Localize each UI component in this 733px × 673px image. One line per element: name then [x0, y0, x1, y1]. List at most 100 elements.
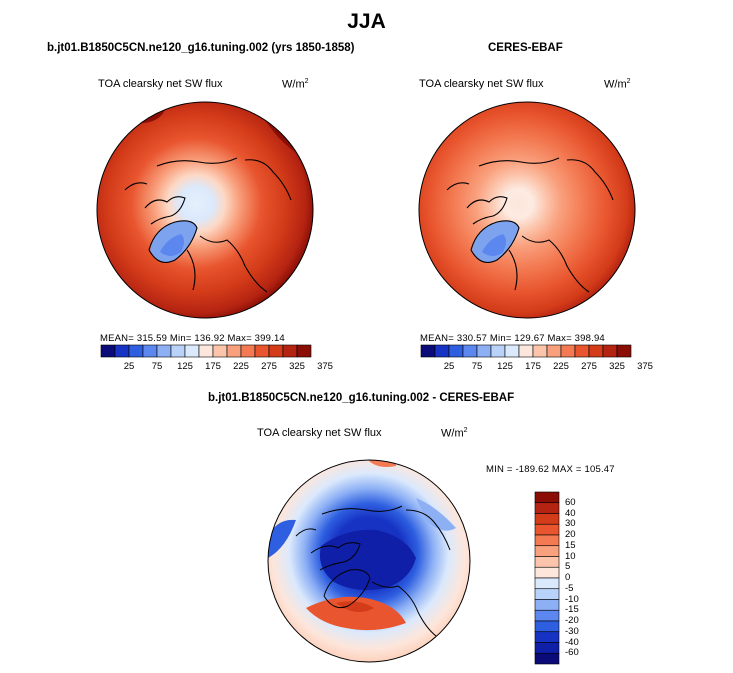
colorbar-2-tick-label: 25 — [443, 361, 455, 372]
panel-3-units: W/m2 — [441, 427, 468, 440]
map-3-coastlines — [295, 505, 451, 637]
colorbar-1-box — [198, 344, 214, 358]
colorbar-3-box — [534, 609, 560, 622]
colorbar-1-box — [114, 344, 130, 358]
colorbar-1-tick-label: 275 — [261, 361, 277, 372]
panel-3-colorbar — [534, 491, 560, 665]
map-1-field — [97, 102, 313, 318]
colorbar-1-box — [240, 344, 256, 358]
colorbar-2-box — [560, 344, 576, 358]
colorbar-2-box — [588, 344, 604, 358]
map-1-dark-region — [97, 102, 165, 124]
colorbar-3-tick-label: 30 — [565, 518, 576, 530]
colorbar-3-box — [534, 620, 560, 633]
colorbar-3-box — [534, 652, 560, 665]
colorbar-2-tick-label: 125 — [497, 361, 513, 372]
colorbar-1-box — [184, 344, 200, 358]
colorbar-3-tick-label: 15 — [565, 539, 576, 551]
map-1-coastlines — [124, 157, 292, 293]
colorbar-2-box — [518, 344, 534, 358]
colorbar-3-tick-label: -15 — [565, 604, 579, 616]
map-3-negative-edge — [268, 519, 296, 558]
colorbar-3-box — [534, 566, 560, 579]
colorbar-3-tick-label: 10 — [565, 550, 576, 562]
colorbar-2-tick-label: 75 — [471, 361, 483, 372]
colorbar-2-box — [616, 344, 632, 358]
colorbar-3-box — [534, 642, 560, 654]
panel-3-polar-map — [267, 459, 471, 663]
panel-2-variable-label: TOA clearsky net SW flux — [419, 78, 544, 90]
colorbar-3-box — [534, 534, 560, 547]
colorbar-3-box — [534, 577, 560, 590]
map-1-border — [96, 101, 314, 319]
colorbar-3-tick-label: -20 — [565, 615, 579, 626]
panel-2-units: W/m2 — [604, 78, 631, 91]
colorbar-2-box — [448, 344, 464, 358]
colorbar-2-box — [490, 344, 506, 358]
panel-1-colorbar — [100, 344, 312, 358]
colorbar-2-box — [476, 344, 492, 358]
colorbar-3-tick-label: 60 — [565, 496, 576, 508]
colorbar-2-box — [532, 344, 548, 358]
colorbar-3-box — [534, 491, 560, 504]
colorbar-1-box — [170, 344, 186, 358]
colorbar-1-tick-label: 325 — [289, 361, 305, 372]
panel-2-polar-map — [418, 101, 636, 319]
panel-2-title: CERES-EBAF — [488, 42, 563, 54]
colorbar-1-box — [226, 344, 242, 358]
colorbar-1-tick-label: 25 — [123, 361, 135, 372]
colorbar-1-box — [100, 344, 116, 358]
colorbar-1-tick-label: 125 — [177, 361, 193, 372]
colorbar-2-tick-label: 375 — [637, 361, 653, 372]
colorbar-1-tick-label: 75 — [151, 361, 163, 372]
map-2-coastlines — [446, 157, 614, 293]
colorbar-2-tick-label: 175 — [525, 361, 541, 372]
colorbar-2-tick-label: 325 — [609, 361, 625, 372]
colorbar-2-tick-label: 225 — [553, 361, 569, 372]
panel-2-colorbar — [420, 344, 632, 358]
map-3-light-negative — [416, 498, 456, 531]
colorbar-3-box — [534, 523, 560, 536]
colorbar-3-tick-label: -40 — [565, 636, 579, 648]
colorbar-3-tick-label: 0 — [565, 572, 571, 583]
colorbar-3-tick-label: 40 — [565, 507, 576, 519]
colorbar-1-tick-label: 175 — [205, 361, 221, 372]
main-title: JJA — [347, 10, 386, 33]
colorbar-1-tick-label: 375 — [317, 361, 333, 372]
colorbar-3-box — [534, 545, 560, 557]
colorbar-2-box — [504, 344, 520, 358]
map-2-field — [419, 102, 635, 318]
colorbar-3-tick-label: 5 — [565, 561, 571, 573]
colorbar-2-box — [462, 344, 478, 358]
colorbar-3-tick-label: 20 — [565, 529, 576, 540]
colorbar-2-tick-label: 275 — [581, 361, 597, 372]
colorbar-3-box — [534, 513, 560, 525]
colorbar-1-box — [128, 344, 144, 358]
map-3-positive-band — [306, 596, 406, 631]
panel-1-variable-label: TOA clearsky net SW flux — [98, 78, 223, 90]
panel-1-title: b.jt01.B1850C5CN.ne120_g16.tuning.002 (y… — [47, 42, 355, 54]
colorbar-1-box — [268, 344, 284, 358]
panel-1-polar-map — [96, 101, 314, 319]
colorbar-2-box — [602, 344, 618, 358]
colorbar-3-box — [534, 502, 560, 514]
colorbar-1-box — [282, 344, 298, 358]
colorbar-3-box — [534, 588, 560, 600]
colorbar-3-tick-label: -5 — [565, 582, 574, 594]
colorbar-1-box — [296, 344, 312, 358]
panel-1-units: W/m2 — [282, 78, 309, 91]
colorbar-1-box — [142, 344, 158, 358]
colorbar-3-tick-label: -60 — [565, 647, 579, 659]
map-3-border — [267, 459, 471, 663]
colorbar-2-box — [420, 344, 436, 358]
map-1-greenland-core — [160, 234, 184, 256]
colorbar-2-box — [434, 344, 450, 358]
colorbar-1-box — [156, 344, 172, 358]
panel-3-title: b.jt01.B1850C5CN.ne120_g16.tuning.002 - … — [208, 392, 515, 404]
map-2-greenland-core — [482, 234, 506, 256]
colorbar-1-box — [212, 344, 228, 358]
colorbar-3-box — [534, 556, 560, 568]
colorbar-1-box — [254, 344, 270, 358]
colorbar-3-box — [534, 599, 560, 611]
colorbar-1-tick-label: 225 — [233, 361, 249, 372]
